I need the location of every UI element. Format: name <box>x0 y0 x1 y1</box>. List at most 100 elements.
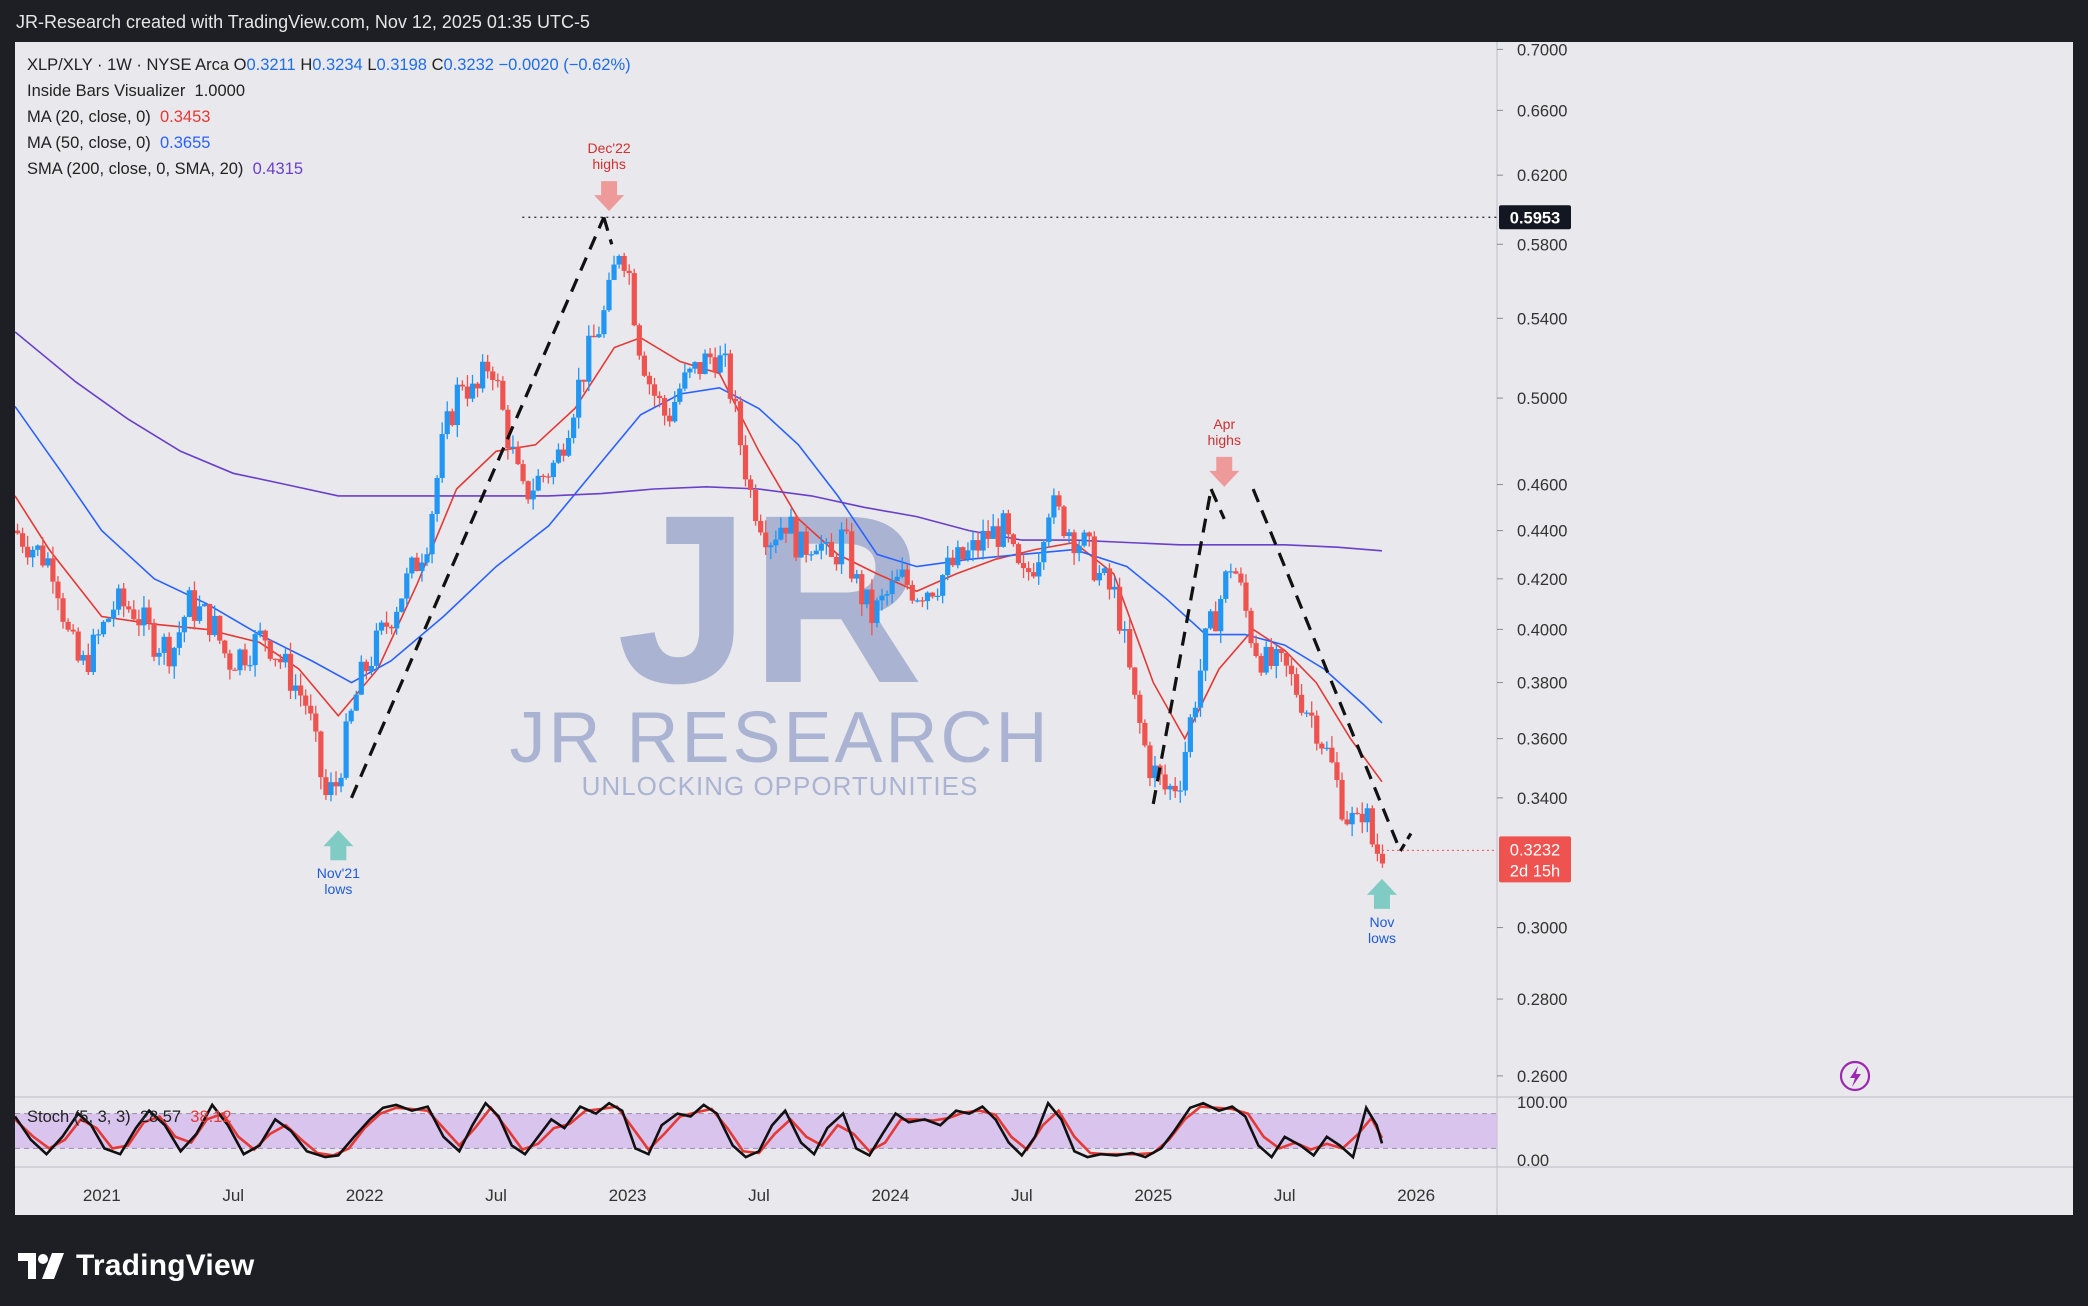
candle-down <box>459 384 465 387</box>
candle-up <box>257 630 263 635</box>
candle-up <box>1041 541 1047 563</box>
candle-up <box>343 721 349 778</box>
candle-down <box>859 574 865 605</box>
ma50-row[interactable]: MA (50, close, 0) 0.3655 <box>27 130 631 156</box>
x-tick-label: 2022 <box>346 1186 384 1205</box>
close-value: 0.3232 <box>443 56 494 74</box>
stoch-k-line <box>15 1100 1384 1160</box>
candle-down <box>1334 762 1340 781</box>
candle-down <box>40 545 46 566</box>
candle-down <box>1172 785 1178 792</box>
annotation-label: Apr <box>1213 416 1235 432</box>
candle-down <box>1071 532 1077 554</box>
candle-down <box>540 475 546 478</box>
candle-down <box>753 489 759 521</box>
candle-up <box>378 622 385 631</box>
candle-down <box>636 325 642 356</box>
drawings: 0.5953 0.3232 2d 15h <box>350 205 1571 883</box>
candle-down <box>318 731 324 778</box>
stochastic-legend[interactable]: Stoch (5, 3, 3) 28.57 38.12 <box>27 1108 232 1127</box>
candle-down <box>515 446 521 465</box>
candle-down <box>121 588 127 607</box>
candle-down <box>904 569 910 585</box>
candle-down <box>1354 812 1360 815</box>
x-tick-label: Jul <box>748 1186 770 1205</box>
resistance-price-tag: 0.5953 <box>1499 205 1571 230</box>
candle-down <box>65 621 71 630</box>
stoch-d-value: 38.12 <box>190 1108 232 1126</box>
candle-up <box>894 576 900 581</box>
candle-down <box>995 526 1001 547</box>
candle-down <box>950 557 956 566</box>
candle-up <box>1187 717 1193 752</box>
candle-down <box>520 464 526 482</box>
candle-down <box>1248 610 1254 644</box>
candle-up <box>90 634 96 673</box>
candle-down <box>1147 745 1153 779</box>
candle-up <box>480 361 486 389</box>
candle-up <box>100 621 107 635</box>
candle-down <box>1142 722 1148 746</box>
x-tick-label: Jul <box>222 1186 244 1205</box>
candle-up <box>141 607 147 626</box>
price-chart[interactable]: JR JR RESEARCH UNLOCKING OPPORTUNITIES 0… <box>15 42 2073 1215</box>
candle-up <box>813 550 819 555</box>
chart-caption: JR-Research created with TradingView.com… <box>16 12 590 32</box>
sma200-row[interactable]: SMA (200, close, 0, SMA, 20) 0.4315 <box>27 156 631 182</box>
y-tick-label: 0.6600 <box>1517 102 1567 120</box>
y-tick-label: 0.2600 <box>1517 1068 1567 1086</box>
ma20-row[interactable]: MA (20, close, 0) 0.3453 <box>27 104 631 130</box>
candle-up <box>530 490 536 500</box>
candle-up <box>1076 545 1082 554</box>
candle-down <box>490 371 496 380</box>
candle-up <box>682 372 688 389</box>
candle-down <box>1374 844 1381 854</box>
candle-down <box>1288 665 1295 675</box>
candle-down <box>217 615 223 641</box>
candle-up <box>864 589 870 605</box>
stoch-tick-label: 0.00 <box>1517 1152 1549 1170</box>
countdown-label: 2d 15h <box>1510 862 1560 880</box>
candle-down <box>323 777 329 796</box>
candle-down <box>919 600 926 602</box>
lightning-icon[interactable] <box>1839 1060 1871 1092</box>
open-value: 0.3211 <box>246 56 296 74</box>
candle-up <box>571 417 577 439</box>
candle-up <box>409 557 415 574</box>
ma20-value: 0.3453 <box>159 108 211 126</box>
y-tick-label: 0.5000 <box>1517 390 1567 408</box>
candle-down <box>389 626 395 629</box>
candle-down <box>55 581 61 599</box>
trend-line <box>350 216 606 799</box>
candle-down <box>712 357 718 373</box>
candle-down <box>667 415 673 422</box>
candle-up <box>237 649 243 671</box>
sma200-line <box>15 331 1383 552</box>
candle-up <box>879 595 885 601</box>
candle-up <box>171 647 177 667</box>
candle-up <box>1364 808 1370 823</box>
y-tick-label: 0.3600 <box>1517 731 1567 749</box>
candle-up <box>394 611 400 629</box>
candle-down <box>191 590 198 621</box>
candle-up <box>823 541 829 544</box>
candle-up <box>338 777 344 787</box>
candle-down <box>277 658 284 663</box>
stoch-tick-label: 100.00 <box>1517 1094 1567 1112</box>
symbol-row[interactable]: XLP/XLY · 1W · NYSE Arca O0.3211 H0.3234… <box>27 52 631 78</box>
tradingview-logo[interactable]: TradingView <box>16 1246 254 1286</box>
candle-down <box>727 353 733 399</box>
candle-down <box>1056 495 1062 507</box>
annotation-label: Nov <box>1370 914 1395 930</box>
candle-up <box>788 516 794 534</box>
x-tick-label: Jul <box>1011 1186 1033 1205</box>
inside-bars-row[interactable]: Inside Bars Visualizer 1.0000 <box>27 78 631 104</box>
candle-down <box>272 658 278 661</box>
candle-down <box>1329 747 1335 763</box>
plot-background <box>15 42 2073 1215</box>
candle-up <box>419 562 425 572</box>
y-tick-label: 0.3400 <box>1517 790 1567 808</box>
candle-down <box>383 622 390 627</box>
candle-up <box>692 362 698 369</box>
